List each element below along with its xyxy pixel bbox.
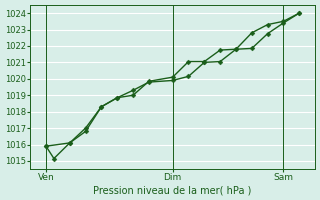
X-axis label: Pression niveau de la mer( hPa ): Pression niveau de la mer( hPa ) [93, 185, 252, 195]
